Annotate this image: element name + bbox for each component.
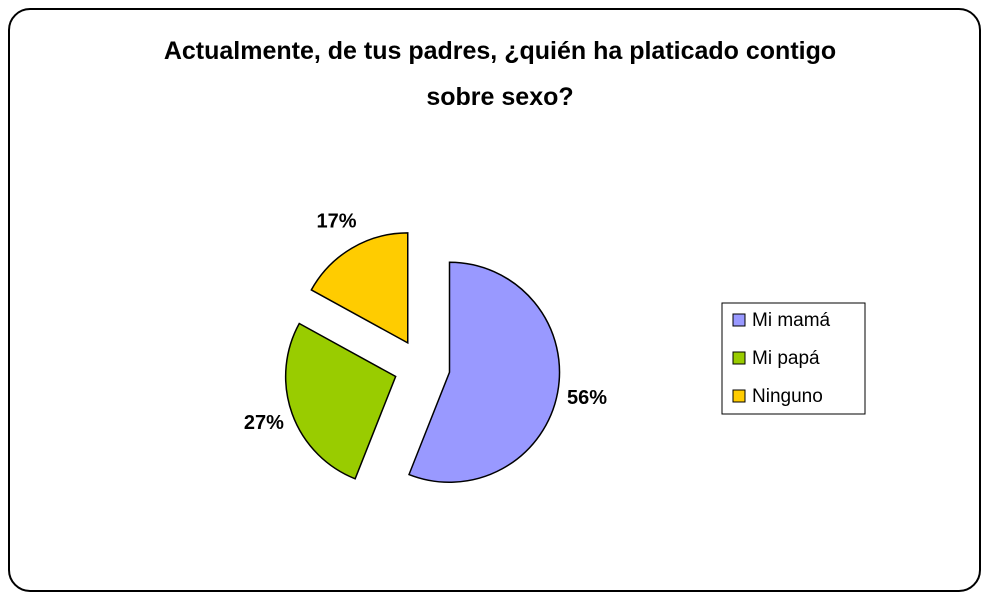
legend-swatch (732, 313, 746, 327)
legend-swatch (732, 351, 746, 365)
pie-slice (408, 261, 561, 483)
legend-box (721, 302, 866, 415)
pie-slice (310, 232, 409, 345)
legend-label: Mi mamá (752, 310, 831, 331)
chart-title: Actualmente, de tus padres, ¿quién ha pl… (163, 37, 837, 111)
data-label: 27% (244, 412, 284, 434)
pie-slice (284, 322, 397, 480)
legend-label: Ninguno (752, 386, 823, 407)
data-label: 17% (316, 211, 356, 233)
chart-frame (8, 8, 981, 592)
legend-label: Mi papá (752, 348, 820, 369)
data-label: 56% (567, 387, 607, 409)
legend-swatch (732, 389, 746, 403)
